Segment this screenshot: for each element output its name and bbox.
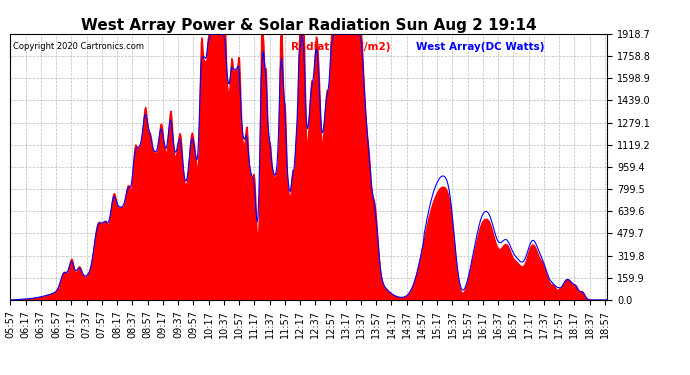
Title: West Array Power & Solar Radiation Sun Aug 2 19:14: West Array Power & Solar Radiation Sun A… [81,18,537,33]
Text: Copyright 2020 Cartronics.com: Copyright 2020 Cartronics.com [13,42,144,51]
Text: West Array(DC Watts): West Array(DC Watts) [416,42,544,52]
Text: Radiation(W/m2): Radiation(W/m2) [291,42,391,52]
